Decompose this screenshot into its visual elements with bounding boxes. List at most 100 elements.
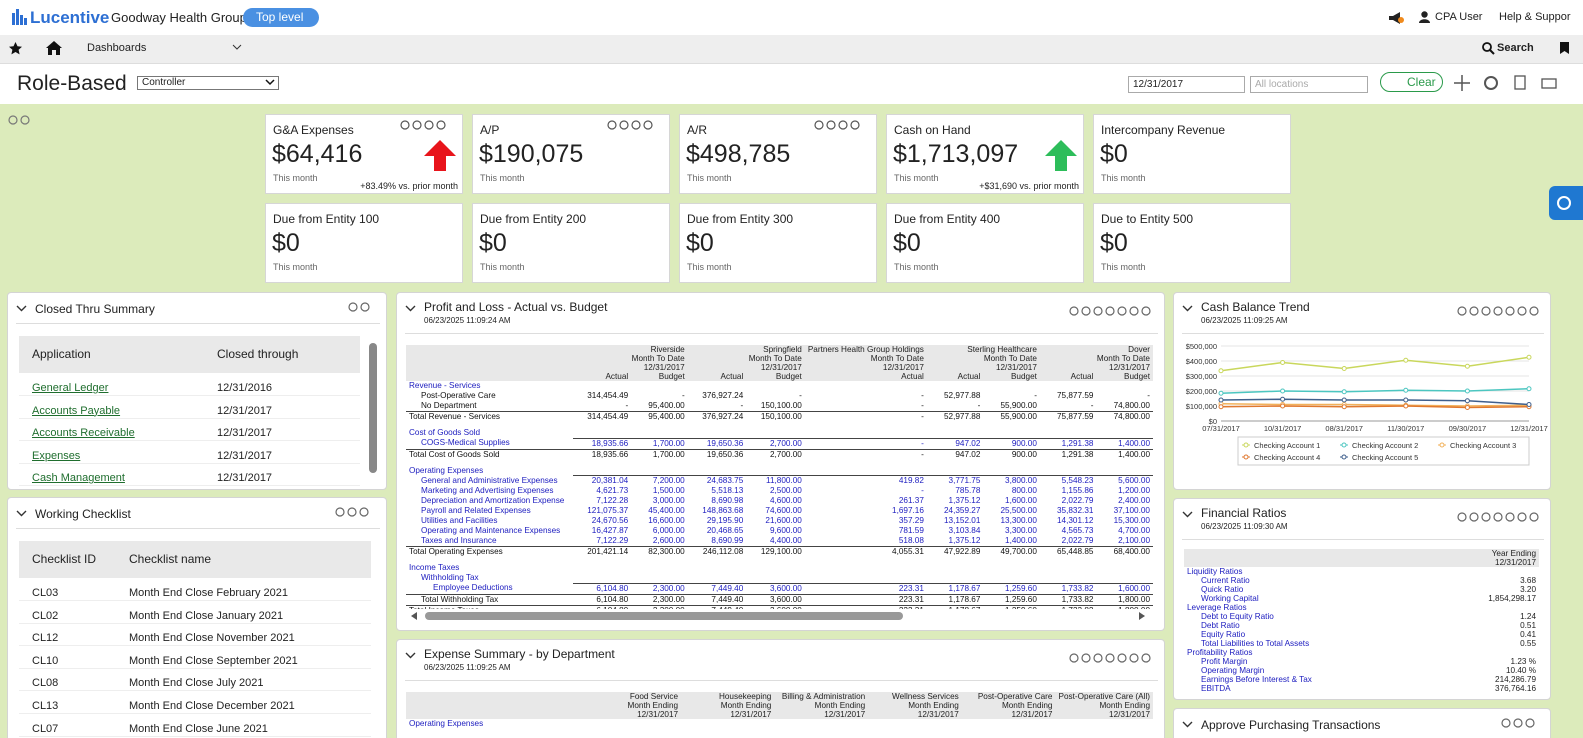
tool-icon [1529, 306, 1539, 316]
row-link[interactable]: Accounts Payable [32, 404, 121, 417]
tool-icon [1129, 653, 1139, 663]
trend-arrow [1045, 140, 1077, 171]
row-cell: Month End Close January 2021 [129, 609, 284, 622]
panel: Profit and Loss - Actual vs. Budget 06/23… [396, 292, 1165, 631]
kpi-sub: This month [480, 262, 525, 272]
data-point [1403, 357, 1409, 363]
row-value: 7,200.00 [631, 475, 688, 486]
data-point [1464, 388, 1470, 394]
row-value: 2,100.00 [1118, 536, 1150, 545]
expense-row: Operating Expenses [406, 719, 1153, 728]
group-header: Riverside [650, 345, 685, 354]
tool-icon [1093, 653, 1103, 663]
date-input[interactable]: 12/31/2017 [1128, 76, 1245, 93]
ratio-row: Current Ratio 3.68 [1184, 576, 1539, 585]
row-value: 16,427.87 [591, 526, 629, 535]
tool-icon [1081, 306, 1091, 316]
y-tick-label: $300,000 [1186, 372, 1217, 381]
row-value: 29,195.90 [706, 516, 744, 525]
panel-title: Cash Balance Trend [1201, 300, 1310, 314]
tool-icon [424, 120, 434, 130]
header-row: Year Ending [1184, 549, 1539, 558]
help-link[interactable]: Help & Suppor [1499, 11, 1571, 23]
help-widget[interactable] [1549, 186, 1583, 220]
pnl-table: Riverside Springfield Partners Health Grou… [406, 345, 1153, 609]
pnl-row: General and Administrative Expenses 20,38… [406, 475, 1153, 486]
row-label: Current Ratio [1201, 576, 1250, 585]
measure-header: Actual [957, 372, 981, 381]
row-value: 1,500.00 [652, 486, 685, 495]
row-link[interactable]: General Ledger [32, 382, 109, 394]
row-link[interactable]: Expenses [32, 449, 81, 462]
row-cell: Month End Close December 2021 [129, 700, 295, 712]
role-select[interactable]: Controller [137, 76, 279, 90]
ratio-table: Year Ending 12/31/2017 Liquidity Ratios Cur… [1184, 549, 1539, 693]
ratio-row: Debt to Equity Ratio 1.24 [1184, 612, 1539, 621]
row-value: - [682, 391, 685, 400]
group-header: Dover [1128, 345, 1150, 354]
legend-marker [1243, 442, 1249, 448]
group-header: Month To Date [1096, 354, 1150, 363]
row-value: 1,697.16 [892, 506, 924, 515]
chevron [265, 79, 275, 86]
column-header: Checklist ID [32, 552, 97, 566]
date-text: 12/31/2017 [1133, 79, 1184, 90]
row-value: 1,733.82 [1039, 593, 1097, 605]
row-value: 1,291.38 [1039, 448, 1097, 460]
tool-icon [1457, 306, 1467, 316]
row-cell: Month End Close July 2021 [129, 677, 264, 690]
level-dropdown[interactable]: Top level [243, 8, 319, 27]
row-label: Withholding Tax [421, 573, 479, 582]
data-point [1464, 363, 1470, 369]
tool-icon [1513, 718, 1523, 728]
row-link[interactable]: Cash Management [32, 472, 125, 485]
tool-icon [1141, 653, 1151, 663]
row-value: 947.02 [926, 437, 984, 449]
column-header: Year Ending [1491, 549, 1536, 558]
row-label: COGS-Medical Supplies [421, 438, 510, 448]
collapse-chevron [1182, 305, 1193, 312]
user-name[interactable]: CPA User [1435, 11, 1483, 23]
print [1541, 78, 1557, 89]
row-divider [19, 667, 371, 669]
widget-icon [1557, 196, 1571, 210]
row-value: - [804, 448, 927, 460]
tool-icons [814, 120, 860, 130]
collapse-chevron [16, 305, 27, 312]
row-value: 10.40 % [1505, 666, 1536, 675]
panel-timestamp: 06/23/2025 11:09:30 AM [1201, 522, 1288, 531]
series-line [1220, 388, 1530, 394]
y-tick-label: $200,000 [1186, 387, 1217, 396]
column-header: Month Ending [814, 701, 866, 710]
row-value: 95,400.00 [631, 411, 688, 422]
kpi-value: $64,416 [272, 140, 363, 168]
chevron [405, 305, 416, 312]
row-value: 1.24 [1520, 612, 1536, 621]
tool-icon [8, 115, 18, 125]
row-value: 2,500.00 [769, 486, 802, 495]
row-label: Operating and Maintenance Expenses [421, 526, 561, 535]
row-divider [19, 417, 360, 419]
lens [1482, 42, 1492, 52]
panel-timestamp: 06/23/2025 11:09:24 AM [424, 316, 511, 325]
row-value: 75,877.59 [1057, 391, 1094, 400]
data-point [1280, 360, 1286, 365]
row-value: 1,375.12 [948, 536, 981, 545]
row-label: Profitability Ratios [1187, 648, 1253, 657]
search-button[interactable]: Search [1497, 42, 1534, 54]
row-label: Total Withholding Tax [406, 593, 573, 605]
tool-icon [1069, 306, 1079, 316]
pnl-row: Taxes and Insurance 7,122.29 2,600.00 8,690… [406, 536, 1153, 547]
header-blank [406, 692, 588, 701]
row-link[interactable]: Accounts Receivable [32, 427, 135, 440]
measure-header: Actual [605, 372, 629, 381]
dashboards-menu[interactable]: Dashboards [87, 42, 147, 54]
gear [1484, 76, 1498, 90]
location-select[interactable]: All locations [1250, 76, 1368, 93]
clear-button[interactable]: Clear [1380, 72, 1443, 92]
row-cell: 12/31/2017 [217, 472, 273, 485]
kpi-title: Due from Entity 200 [480, 212, 587, 226]
header-blank [406, 363, 573, 372]
row-value: 129,100.00 [746, 546, 805, 557]
row-label: Utilities and Facilities [421, 516, 498, 525]
